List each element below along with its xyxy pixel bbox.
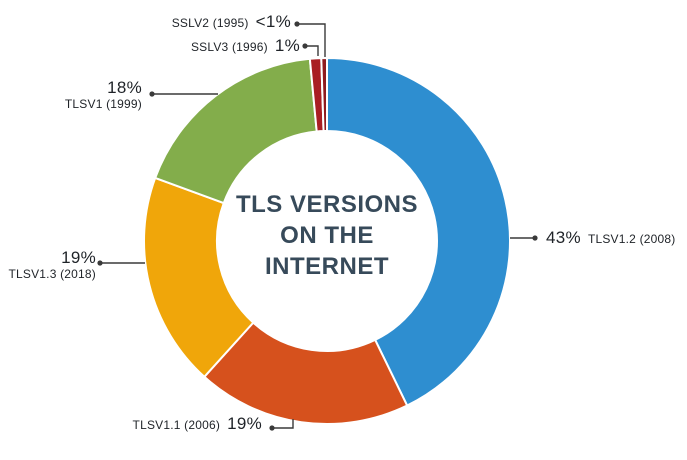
label-tlsv1: 18% TLSV1 (1999) bbox=[65, 79, 142, 112]
donut-segment-tlsv1-2-2008 bbox=[326, 57, 511, 407]
label-tlsv1-2-percent: 43% bbox=[546, 228, 581, 247]
label-tlsv1-1-name: TLSV1.1 (2006) bbox=[132, 418, 221, 432]
leader-line-1 bbox=[274, 419, 294, 429]
leader-line-4 bbox=[307, 45, 319, 56]
leader-dot-1 bbox=[269, 425, 275, 431]
chart-title: TLS VERSIONS ON THE INTERNET bbox=[212, 189, 442, 282]
label-tlsv1-percent: 18% bbox=[107, 78, 142, 97]
label-sslv2-name: SSLV2 (1995) bbox=[171, 16, 249, 30]
leader-line-5 bbox=[299, 23, 326, 57]
label-tlsv1-2: 43% TLSV1.2 (2008) bbox=[546, 228, 675, 248]
donut-segment-tlsv1-3-2018 bbox=[143, 176, 255, 378]
label-tlsv1-3-percent: 19% bbox=[61, 248, 96, 267]
leader-dot-5 bbox=[294, 21, 300, 27]
chart-title-line-3: INTERNET bbox=[265, 253, 389, 280]
label-tlsv1-3-name: TLSV1.3 (2018) bbox=[8, 267, 96, 281]
label-tlsv1-1: TLSV1.1 (2006) 19% bbox=[133, 414, 262, 434]
donut-segment-tlsv1-1-2006 bbox=[203, 321, 409, 425]
donut-segment-tlsv1-1999 bbox=[154, 57, 318, 205]
leader-dot-0 bbox=[532, 235, 538, 241]
chart-title-line-2: ON THE bbox=[280, 222, 374, 249]
label-sslv3-percent: 1% bbox=[274, 36, 300, 55]
donut-segment-sslv2-1995 bbox=[320, 57, 328, 133]
leader-dot-2 bbox=[97, 260, 103, 266]
leader-dot-4 bbox=[302, 43, 308, 49]
label-tlsv1-3: 19% TLSV1.3 (2018) bbox=[8, 249, 96, 282]
label-tlsv1-2-name: TLSV1.2 (2008) bbox=[587, 232, 676, 246]
label-tlsv1-name: TLSV1 (1999) bbox=[64, 97, 142, 111]
label-sslv3-name: SSLV3 (1996) bbox=[190, 40, 268, 54]
chart-title-line-1: TLS VERSIONS bbox=[235, 191, 419, 218]
leader-dot-3 bbox=[149, 91, 155, 97]
label-sslv2-percent: <1% bbox=[255, 12, 291, 31]
label-sslv2: SSLV2 (1995) <1% bbox=[172, 12, 291, 32]
label-sslv3: SSLV3 (1996) 1% bbox=[191, 36, 300, 56]
label-tlsv1-1-percent: 19% bbox=[227, 414, 262, 433]
